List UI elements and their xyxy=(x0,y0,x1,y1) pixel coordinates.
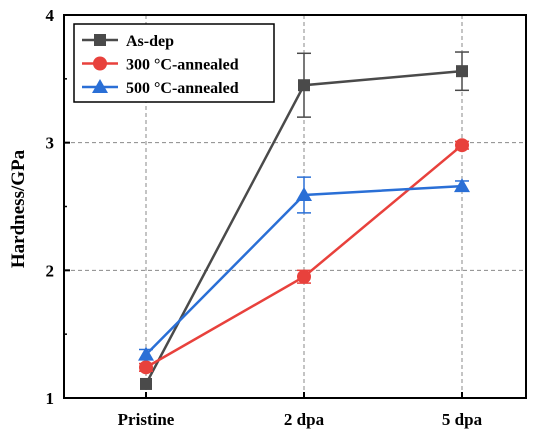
data-point-triangle xyxy=(454,178,470,193)
y-axis-title: Hardness/GPa xyxy=(8,149,29,268)
data-point-circle xyxy=(455,138,469,153)
x-tick-label: Pristine xyxy=(118,410,175,429)
series-square xyxy=(140,51,469,390)
data-point-triangle xyxy=(138,346,154,361)
y-tick-label: 2 xyxy=(46,261,55,280)
legend-label: 300 °C-annealed xyxy=(126,57,239,74)
legend-box xyxy=(73,23,275,103)
axes xyxy=(63,14,527,399)
legend-item: 300 °C-annealed xyxy=(82,56,239,74)
data-point-triangle xyxy=(296,187,312,202)
data-point-circle xyxy=(93,56,107,71)
legend-item: 500 °C-annealed xyxy=(82,79,239,97)
x-tick-label: 2 dpa xyxy=(284,410,325,429)
data-point-square xyxy=(140,377,152,390)
data-point-circle xyxy=(297,269,311,284)
legend: As-dep 300 °C-annealed 500 °C-annealed xyxy=(73,23,275,103)
series-triangle xyxy=(138,176,470,361)
y-tick-label: 3 xyxy=(46,134,55,153)
y-tick-label: 1 xyxy=(46,389,55,408)
legend-label: 500 °C-annealed xyxy=(126,80,239,97)
data-point-circle xyxy=(139,360,153,375)
data-point-square xyxy=(94,34,106,46)
data-point-square xyxy=(456,65,468,78)
legend-label: As-dep xyxy=(126,33,174,50)
data-point-triangle xyxy=(92,79,108,93)
data-point-square xyxy=(298,79,310,92)
x-tick-label: 5 dpa xyxy=(442,410,483,429)
series-layer xyxy=(138,51,470,390)
legend-item: As-dep xyxy=(82,33,174,50)
y-tick-label: 4 xyxy=(46,6,55,25)
tick-labels: 1 2 3 4 Pristine 2 dpa 5 dpa xyxy=(46,6,483,429)
